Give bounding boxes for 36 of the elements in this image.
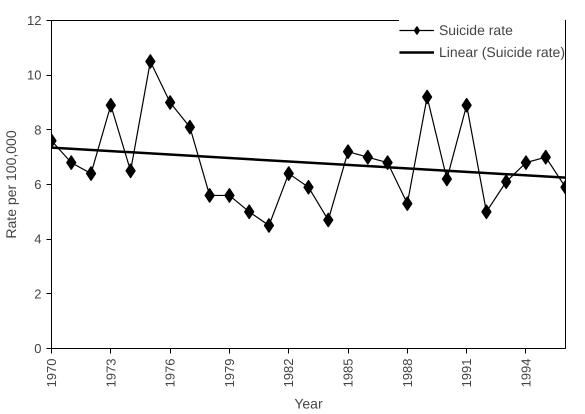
point xyxy=(164,95,176,110)
point xyxy=(264,218,274,233)
point xyxy=(342,144,354,160)
y-tick-label: 12 xyxy=(27,13,42,28)
y-tick-label: 10 xyxy=(27,68,42,83)
x-tick-label: 1982 xyxy=(281,358,296,388)
legend-label: Suicide rate xyxy=(438,22,513,38)
x-tick-label: 1991 xyxy=(459,358,474,388)
point xyxy=(402,196,413,212)
x-tick-label: 1973 xyxy=(103,358,118,388)
point xyxy=(520,155,532,170)
y-tick-label: 0 xyxy=(34,341,42,356)
point xyxy=(461,98,472,113)
point xyxy=(481,204,492,220)
y-tick-label: 6 xyxy=(34,177,42,192)
y-tick-label: 4 xyxy=(34,232,42,247)
x-tick-label: 1970 xyxy=(44,358,59,388)
point xyxy=(224,188,235,203)
point xyxy=(204,188,215,203)
point xyxy=(184,120,196,135)
point xyxy=(145,54,156,69)
x-tick-label: 1994 xyxy=(518,358,534,388)
y-tick-label: 8 xyxy=(34,122,42,138)
point xyxy=(303,180,314,195)
point xyxy=(422,90,432,105)
x-tick-label: 1976 xyxy=(162,358,178,388)
x-tick-label: 1988 xyxy=(400,358,415,388)
legend-label: Linear (Suicide rate) xyxy=(438,44,565,60)
x-axis-title: Year xyxy=(294,395,323,412)
x-tick-label: 1979 xyxy=(222,358,237,388)
point xyxy=(442,172,452,187)
x-tick-label: 1985 xyxy=(340,358,356,388)
point xyxy=(125,163,136,178)
point xyxy=(86,166,96,182)
y-tick-label: 2 xyxy=(34,286,42,302)
y-axis-title: Rate per 100,000 xyxy=(3,130,20,239)
